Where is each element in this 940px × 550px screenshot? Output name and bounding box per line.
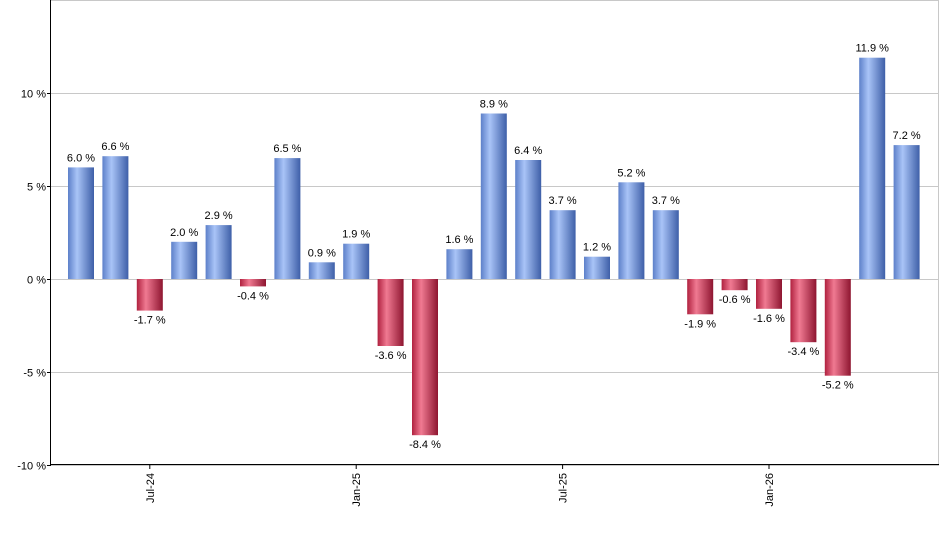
data-label-23: 11.9 % (855, 43, 889, 55)
data-label-1: 6.6 % (101, 141, 129, 153)
y-tick-label-1: -5 % (23, 368, 46, 380)
bar-16 (618, 182, 645, 279)
bar-6 (274, 158, 301, 279)
x-tick-label-2: Jul-25 (558, 473, 570, 503)
bar-21 (790, 279, 817, 343)
bar-20 (756, 279, 782, 309)
data-label-22: -5.2 % (822, 380, 854, 392)
bar-17 (652, 210, 679, 279)
bars (68, 57, 920, 436)
y-tick-label-4: 10 % (21, 89, 46, 101)
data-label-12: 8.9 % (480, 99, 508, 111)
data-label-15: 1.2 % (583, 242, 611, 254)
bar-7 (308, 262, 335, 279)
plot-frame (51, 0, 939, 465)
data-label-11: 1.6 % (445, 234, 473, 246)
bar-4 (205, 225, 232, 279)
bar-11 (446, 249, 473, 279)
data-label-2: -1.7 % (134, 315, 166, 327)
data-label-6: 6.5 % (273, 143, 301, 155)
data-label-14: 3.7 % (549, 195, 577, 207)
bar-18 (687, 279, 714, 315)
x-axis: Jul-24 Jan-25 Jul-25 Jan-26 (51, 464, 939, 507)
y-axis: -10 % -5 % 0 % 5 % 10 % (17, 0, 51, 473)
y-tick-label-2: 0 % (27, 275, 46, 287)
bar-19 (721, 279, 748, 291)
data-label-3: 2.0 % (170, 227, 198, 239)
bar-2 (136, 279, 163, 311)
bar-8 (343, 243, 370, 279)
data-label-21: -3.4 % (788, 346, 820, 358)
bar-14 (549, 210, 576, 279)
bar-3 (171, 241, 198, 279)
data-label-4: 2.9 % (205, 210, 233, 222)
data-label-8: 1.9 % (342, 229, 370, 241)
data-label-5: -0.4 % (237, 290, 269, 302)
data-labels: 6.0 % 6.6 % -1.7 % 2.0 % 2.9 % -0.4 % 6.5 % 0.9… (67, 43, 921, 452)
bar-22 (824, 279, 851, 376)
data-label-18: -1.9 % (684, 318, 716, 330)
data-label-17: 3.7 % (652, 195, 680, 207)
data-label-24: 7.2 % (893, 130, 921, 142)
bar-10 (412, 279, 438, 436)
data-label-20: -1.6 % (753, 313, 785, 325)
x-tick-label-1: Jan-25 (351, 473, 363, 507)
data-label-7: 0.9 % (308, 247, 336, 259)
data-label-9: -3.6 % (375, 350, 407, 362)
data-label-19: -0.6 % (719, 294, 751, 306)
bar-24 (893, 145, 920, 279)
bar-15 (584, 256, 610, 279)
bar-23 (859, 57, 886, 280)
data-label-13: 6.4 % (514, 145, 542, 157)
bar-5 (240, 279, 266, 287)
bar-9 (377, 279, 404, 346)
y-tick-label-3: 5 % (27, 182, 46, 194)
x-tick-label-3: Jan-26 (764, 473, 776, 507)
data-label-0: 6.0 % (67, 152, 95, 164)
data-label-10: -8.4 % (409, 439, 441, 451)
y-tick-label-0: -10 % (17, 461, 46, 473)
bar-12 (480, 113, 507, 279)
bar-0 (68, 167, 94, 279)
bar-13 (515, 160, 542, 279)
x-tick-label-0: Jul-24 (145, 473, 157, 503)
gridlines (51, 93, 939, 466)
data-label-16: 5.2 % (617, 167, 645, 179)
bar-1 (102, 156, 129, 279)
